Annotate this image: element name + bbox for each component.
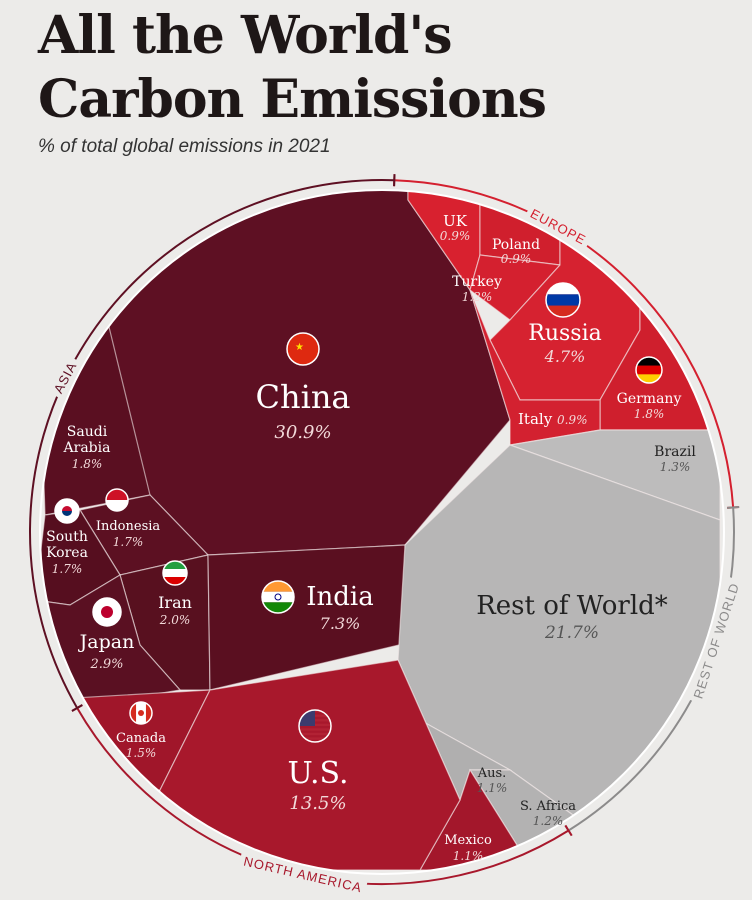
value-india: 7.3% (320, 614, 361, 633)
label-japan: Japan (78, 631, 135, 653)
flag-south-korea-icon (54, 498, 80, 524)
arc-tick-asia-0 (71, 704, 83, 712)
value-canada: 1.5% (126, 746, 157, 760)
label-aus: Aus. (477, 766, 507, 781)
label-s-africa: S. Africa (520, 799, 576, 814)
label-uk: UK (443, 212, 468, 230)
label-india: India (306, 582, 373, 612)
label-u-s: U.S. (287, 756, 348, 791)
cell-italy (469, 289, 601, 446)
label-germany: Germany (617, 391, 682, 407)
title-line-1: All the World's (38, 5, 453, 66)
value-uk: 0.9% (440, 229, 471, 243)
value-china: 30.9% (274, 422, 331, 443)
region-label-bg-north-america (238, 851, 368, 898)
label-rest-of-world: Rest of World* (476, 591, 668, 621)
label-russia: Russia (528, 321, 601, 346)
label-indonesia: Indonesia (96, 519, 161, 534)
value-s-africa: 1.2% (533, 814, 564, 828)
label-mexico: Mexico (444, 833, 492, 848)
value-mexico: 1.1% (453, 849, 484, 863)
value-south-korea: 1.7% (52, 562, 83, 576)
inner-rim (39, 189, 725, 875)
label-turkey: Turkey (452, 274, 502, 290)
value-u-s: 13.5% (289, 793, 346, 814)
value-germany: 1.8% (634, 407, 665, 421)
chart-subtitle: % of total global emissions in 2021 (38, 136, 331, 157)
value-iran: 2.0% (159, 613, 191, 627)
region-label-bg-europe (523, 203, 593, 251)
flags-layer: ★ (54, 282, 663, 743)
label-canada: Canada (116, 731, 166, 746)
value-turkey: 1.2% (462, 290, 493, 304)
title-line-2: Carbon Emissions (38, 69, 547, 130)
flag-russia-icon (545, 282, 581, 318)
value-italy: 0.9% (557, 413, 588, 427)
value-brazil: 1.3% (660, 460, 691, 474)
flag-indonesia-icon (105, 488, 129, 512)
chart-title: All the World's Carbon Emissions (38, 4, 547, 132)
value-indonesia: 1.7% (113, 535, 144, 549)
flag-germany-icon (635, 356, 663, 384)
svg-text:★: ★ (295, 342, 304, 353)
flag-india-icon (261, 580, 295, 614)
flag-canada-icon (129, 701, 153, 725)
value-saudi-arabia: 1.8% (72, 457, 103, 471)
label-saudi-arabia-line-2: Arabia (63, 440, 111, 456)
flag-iran-icon (162, 560, 188, 586)
flag-japan-icon (92, 597, 122, 627)
cells-layer (40, 190, 721, 871)
cell-u-s (149, 659, 461, 871)
label-saudi-arabia-line-1: Saudi (67, 424, 108, 440)
value-russia: 4.7% (544, 347, 586, 366)
flag-u-s-icon (298, 709, 332, 743)
label-china: China (255, 378, 350, 416)
arc-asia (29, 179, 395, 709)
value-japan: 2.9% (89, 657, 123, 672)
flag-china-icon: ★ (286, 332, 320, 366)
value-rest-of-world: 21.7% (544, 623, 599, 643)
region-label-bg-asia (47, 355, 83, 400)
label-south-korea-line-2: Korea (46, 545, 88, 561)
value-aus: 1.1% (477, 781, 508, 795)
arc-europe (394, 179, 735, 508)
arc-tick-rest-of-world-0 (727, 506, 740, 509)
arc-tick-north-america-0 (564, 824, 573, 837)
label-poland: Poland (492, 237, 540, 253)
region-label-bg-rest-of-world (688, 576, 745, 705)
label-south-korea-line-1: South (46, 529, 88, 545)
value-poland: 0.9% (501, 252, 532, 266)
label-iran: Iran (158, 593, 192, 612)
label-brazil: Brazil (654, 444, 696, 460)
label-italy: Italy (518, 410, 553, 428)
